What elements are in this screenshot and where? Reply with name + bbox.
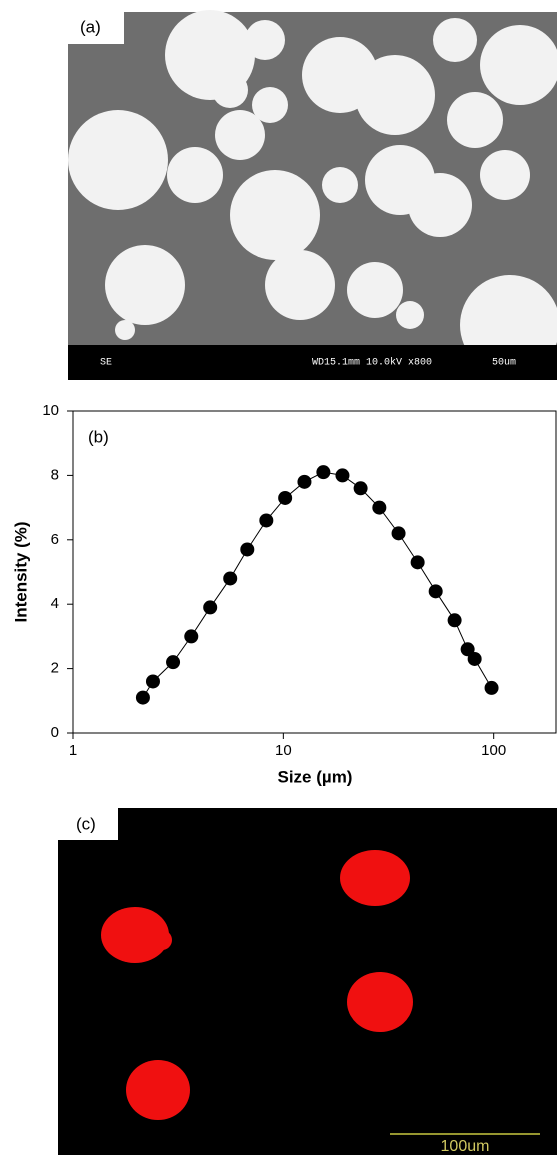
data-point [460,642,475,657]
label-box [58,808,118,840]
data-point [428,584,443,599]
x-tick-label: 10 [275,742,292,759]
sem-particles [68,10,557,375]
y-axis-label: Intensity (%) [11,521,30,622]
data-point [353,481,368,496]
plot-frame [72,410,557,734]
fluorescence-scale: 100um [441,1138,490,1155]
sem-info-bar [68,345,557,380]
data-point [240,542,255,557]
data-point [184,629,199,644]
data-point [447,613,462,628]
chart-annotation: (b) [88,427,109,446]
data-point [135,690,150,705]
label-box [68,12,124,44]
x-tick-label: 1 [69,742,77,759]
data-point [203,600,218,615]
panel-label: (a) [80,17,101,36]
data-point [259,513,274,528]
x-tick-label: 100 [481,742,506,759]
sem-detector: SE [100,358,112,369]
panel-label: (c) [76,814,96,833]
series-line [142,471,492,698]
x-axis-label: Size (µm) [278,767,353,786]
fluorescence-image: (c) 100um [58,808,557,1155]
sem-image: (a) SE WD15.1mm 10.0kV x800 50um [68,10,557,380]
data-point [484,680,499,695]
y-tick-label: 4 [51,595,59,612]
sem-settings: WD15.1mm 10.0kV x800 [312,357,432,369]
data-point [467,651,482,666]
data-point [316,465,331,480]
data-point [410,555,425,570]
data-point [372,500,387,515]
chart: (b) Size (µm) Intensity (%) 0 2 4 6 8 10 1 10 10… [11,402,557,786]
sem-scale: 50um [492,358,516,369]
y-tick-label: 8 [51,466,59,483]
data-point [145,674,160,689]
data-point [278,490,293,505]
data-point [391,526,406,541]
data-point [335,468,350,483]
cells [101,850,413,1120]
data-point [223,571,238,586]
data-point [297,474,312,489]
y-tick-label: 6 [51,531,59,548]
y-tick-label: 0 [51,724,59,741]
y-tick-label: 2 [51,660,59,677]
data-point [166,655,181,670]
y-tick-label: 10 [42,402,59,419]
